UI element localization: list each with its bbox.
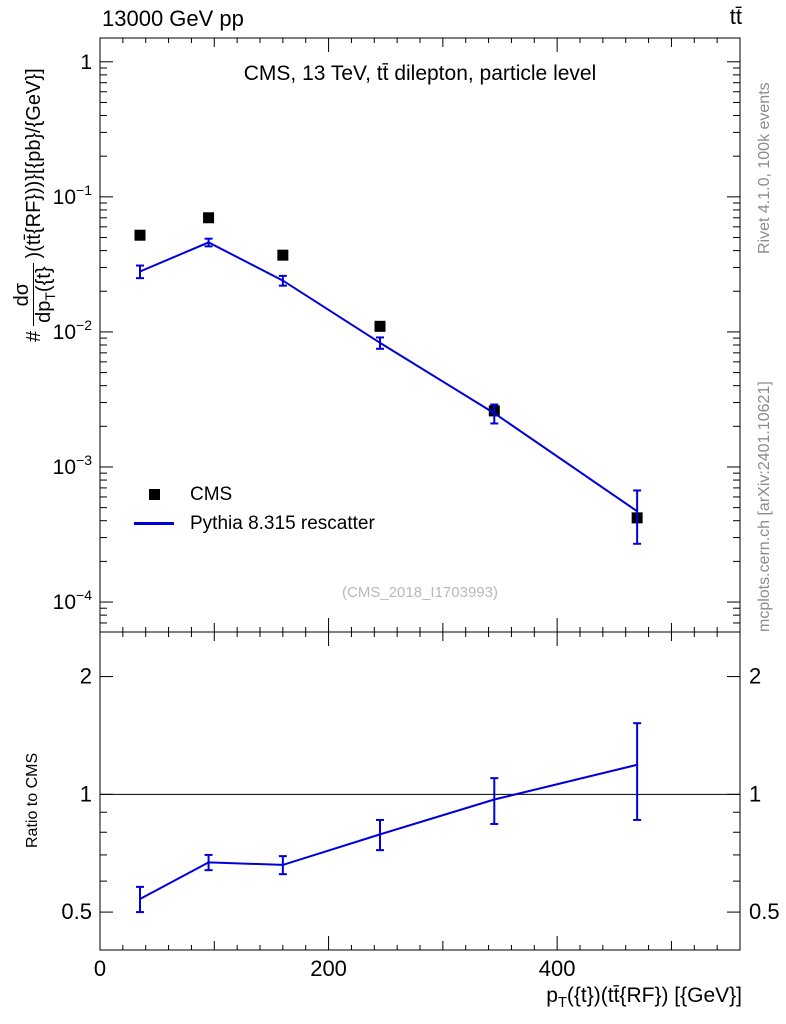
x-axis-title: pT({t})(tt̄{RF}) [{GeV}] — [546, 984, 742, 1011]
ratio-y-axis-title: Ratio to CMS — [24, 752, 41, 848]
plot-title: CMS, 13 TeV, tt̄ dilepton, particle leve… — [243, 62, 597, 85]
ylabel-den-base: dp — [33, 300, 55, 323]
legend-item-cms: CMS — [130, 480, 375, 509]
line-marker-icon — [134, 522, 174, 525]
x-tick-label: 0 — [94, 956, 106, 981]
xlabel-base: p — [546, 984, 558, 1007]
ylabel-numerator: dσ — [11, 282, 33, 307]
data-marker — [374, 320, 386, 332]
y-tick-label: 10−4 — [53, 587, 93, 614]
y-tick-label: 0.5 — [749, 899, 780, 924]
y-tick-label: 1 — [80, 781, 92, 806]
y-tick-label: 1 — [80, 51, 92, 74]
data-marker — [277, 249, 289, 261]
ylabel-denominator: dpT({t} — [33, 263, 58, 326]
legend-item-pythia: Pythia 8.315 rescatter — [130, 509, 375, 538]
y-tick-label: 2 — [80, 664, 92, 689]
legend-label: CMS — [190, 483, 233, 505]
legend-marker-cell — [130, 489, 178, 500]
square-marker-icon — [148, 489, 160, 500]
y-tick-label: 10−3 — [53, 452, 93, 479]
ylabel-suffix: )(tt̄{RF}))}[{pb}/{GeV}] — [23, 68, 46, 259]
main-panel: 1 10−1 10−2 10−3 10−4 — [53, 37, 741, 633]
x-tick-label: 400 — [539, 956, 576, 981]
y-axis-title: # dσ dpT({t} )(tt̄{RF}))}[{pb}/{GeV}] — [11, 68, 58, 342]
beam-energy-label: 13000 GeV pp — [102, 6, 244, 31]
y-tick-label: 2 — [749, 664, 761, 689]
ylabel-den-sub: T — [42, 292, 58, 301]
ratio-panel: 0 200 400 0.5 0.5 1 1 2 2 — [61, 631, 780, 981]
xlabel-sub: T — [557, 995, 567, 1012]
y-tick-label: 1 — [749, 781, 761, 806]
ylabel-fraction: dσ dpT({t} — [11, 263, 58, 326]
legend-marker-cell — [130, 522, 178, 525]
ylabel-den-rest: ({t} — [33, 266, 55, 293]
xlabel-rest: ({t})(tt̄{RF}) [{GeV}] — [566, 984, 742, 1007]
series-line — [139, 763, 638, 900]
panel-frame — [99, 37, 741, 633]
data-marker — [134, 229, 146, 241]
process-label: tt̄ — [729, 4, 742, 29]
analysis-id-watermark: (CMS_2018_I1703993) — [342, 584, 498, 601]
panel-frame — [99, 631, 741, 951]
mcplots-watermark: mcplots.cern.ch [arXiv:2401.10621] — [756, 381, 773, 632]
y-tick-label: 0.5 — [61, 899, 92, 924]
series-line — [139, 241, 638, 513]
x-tick-label: 200 — [310, 956, 347, 981]
rivet-version-watermark: Rivet 4.1.0, 100k events — [756, 82, 773, 254]
legend: CMS Pythia 8.315 rescatter — [130, 480, 375, 538]
data-marker — [203, 212, 215, 224]
y-tick-label: 10−2 — [53, 317, 93, 344]
y-tick-label: 10−1 — [53, 182, 93, 209]
legend-label: Pythia 8.315 rescatter — [190, 512, 375, 534]
ylabel-prefix: # — [23, 330, 46, 342]
